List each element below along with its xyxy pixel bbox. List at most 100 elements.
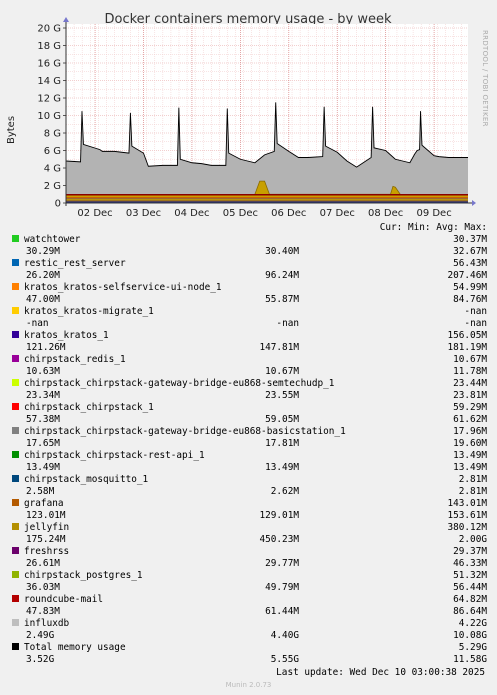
legend-value-1: 2.81M (458, 474, 487, 485)
x-tick-label: 02 Dec (77, 208, 112, 219)
legend-value-min: 17.81M (265, 438, 299, 449)
legend-item: chirpstack_chirpstack-gateway-bridge-eu8… (12, 426, 487, 450)
legend-item: jellyfin 380.12M 175.24M 450.23M 2.00G (12, 522, 487, 546)
legend-swatch (12, 571, 19, 578)
legend-item: chirpstack_chirpstack-rest-api_1 13.49M 13… (12, 450, 487, 474)
legend-swatch (12, 259, 19, 266)
legend-value-cur: 13.49M (26, 462, 60, 473)
legend-value-1: 23.44M (453, 378, 487, 389)
legend-item: freshrss 29.37M 26.61M 29.77M 46.33M (12, 546, 487, 570)
y-tick-label: 10 G (37, 111, 61, 122)
legend-value-1: 17.96M (453, 426, 487, 437)
x-tick-label: 09 Dec (416, 208, 451, 219)
legend-value-min: 13.49M (265, 462, 299, 473)
legend-value-1: 29.37M (453, 546, 487, 557)
legend-value-avg: 84.76M (453, 294, 487, 305)
y-ticks: 0 2 G 4 G 6 G 8 G 10 G 12 G 14 G 16 G 18 G 20 G (37, 24, 66, 210)
legend-item: kratos_kratos_1 156.05M 121.26M 147.81M 181.… (12, 330, 487, 354)
legend-value-cur: 36.03M (26, 582, 60, 593)
legend-name: kratos_kratos-migrate_1 (12, 306, 154, 318)
legend-header: Cur: Min: Avg: Max: (379, 222, 487, 233)
legend: Cur: Min: Avg: Max: watchtower 30.37M 30.2… (12, 222, 487, 666)
legend-value-cur: 47.00M (26, 294, 60, 305)
legend-label: watchtower (24, 234, 81, 245)
y-tick-label: 2 G (44, 181, 61, 192)
legend-item: kratos_kratos-selfservice-ui-node_1 54.99… (12, 282, 487, 306)
x-ticks: 02 Dec 03 Dec 04 Dec 05 Dec 06 Dec 07 Dec 08 D… (77, 208, 451, 219)
chart: Docker containers memory usage - by week… (6, 12, 489, 219)
y-tick-label: 0 (55, 199, 61, 210)
legend-item: restic_rest_server 56.43M 26.20M 96.24M 207.… (12, 258, 487, 282)
legend-swatch (12, 523, 19, 530)
legend-swatch (12, 283, 19, 290)
legend-value-min: -nan (276, 318, 299, 329)
legend-label: chirpstack_postgres_1 (24, 570, 143, 581)
legend-name: chirpstack_postgres_1 (12, 570, 143, 582)
legend-name: chirpstack_chirpstack-gateway-bridge-eu8… (12, 378, 334, 390)
legend-value-min: 450.23M (259, 534, 299, 545)
legend-value-1: 51.32M (453, 570, 487, 581)
legend-label: roundcube-mail (24, 594, 104, 605)
legend-value-avg: 11.78M (453, 366, 487, 377)
legend-swatch (12, 379, 19, 386)
legend-item: chirpstack_mosquitto_1 2.81M 2.58M 2.62M 2.8… (12, 474, 487, 498)
legend-value-1: -nan (464, 306, 487, 317)
footer: Munin 2.0.73 (225, 681, 272, 689)
legend-value-min: 61.44M (265, 606, 299, 617)
legend-name: influxdb (12, 618, 69, 630)
legend-value-1: 64.82M (453, 594, 487, 605)
legend-label: grafana (24, 498, 64, 509)
legend-value-1: 30.37M (453, 234, 487, 245)
legend-name: kratos_kratos-selfservice-ui-node_1 (12, 282, 222, 294)
legend-name: roundcube-mail (12, 594, 103, 606)
legend-value-avg: 32.67M (453, 246, 487, 257)
y-tick-label: 20 G (37, 24, 61, 35)
total-memory-line (65, 102, 468, 168)
y-tick-label: 14 G (37, 76, 61, 87)
legend-value-cur: 10.63M (26, 366, 60, 377)
legend-label: chirpstack_redis_1 (24, 354, 126, 365)
legend-label: kratos_kratos-migrate_1 (24, 306, 154, 317)
legend-value-avg: 11.58G (453, 654, 487, 665)
legend-name: watchtower (12, 234, 80, 246)
legend-value-cur: 47.83M (26, 606, 60, 617)
legend-swatch (12, 403, 19, 410)
legend-value-avg: 56.44M (453, 582, 487, 593)
legend-swatch (12, 307, 19, 314)
x-tick-label: 06 Dec (271, 208, 306, 219)
legend-swatch (12, 235, 19, 242)
legend-label: kratos_kratos-selfservice-ui-node_1 (24, 282, 222, 293)
rrdtool-credit: RRDTOOL / TOBI OETIKER (481, 30, 489, 127)
legend-value-min: 147.81M (259, 342, 299, 353)
legend-item: influxdb 4.22G 2.49G 4.40G 10.08G (12, 618, 487, 642)
legend-value-1: 13.49M (453, 450, 487, 461)
legend-item: grafana 143.01M 123.01M 129.01M 153.61M (12, 498, 487, 522)
legend-swatch (12, 619, 19, 626)
legend-value-avg: 2.81M (458, 486, 487, 497)
legend-swatch (12, 451, 19, 458)
legend-value-cur: 26.61M (26, 558, 60, 569)
legend-value-1: 54.99M (453, 282, 487, 293)
legend-value-avg: 61.62M (453, 414, 487, 425)
legend-value-cur: 3.52G (26, 654, 55, 665)
legend-value-avg: 2.00G (458, 534, 487, 545)
legend-value-avg: 10.08G (453, 630, 487, 641)
legend-label: jellyfin (24, 522, 70, 533)
x-tick-label: 03 Dec (126, 208, 161, 219)
legend-label: chirpstack_chirpstack-gateway-bridge-eu8… (24, 378, 335, 389)
legend-item: chirpstack_chirpstack-gateway-bridge-eu8… (12, 378, 487, 402)
legend-value-cur: -nan (26, 318, 49, 329)
legend-label: chirpstack_chirpstack-gateway-bridge-eu8… (24, 426, 346, 437)
legend-value-cur: 26.20M (26, 270, 60, 281)
legend-value-cur: 17.65M (26, 438, 60, 449)
legend-swatch (12, 595, 19, 602)
x-tick-label: 04 Dec (174, 208, 209, 219)
legend-label: influxdb (24, 618, 70, 629)
legend-value-avg: 207.46M (447, 270, 487, 281)
legend-value-avg: 46.33M (453, 558, 487, 569)
legend-value-min: 29.77M (265, 558, 299, 569)
legend-value-avg: 181.19M (447, 342, 487, 353)
legend-value-avg: 13.49M (453, 462, 487, 473)
legend-name: Total memory usage (12, 642, 126, 654)
legend-value-avg: 19.60M (453, 438, 487, 449)
